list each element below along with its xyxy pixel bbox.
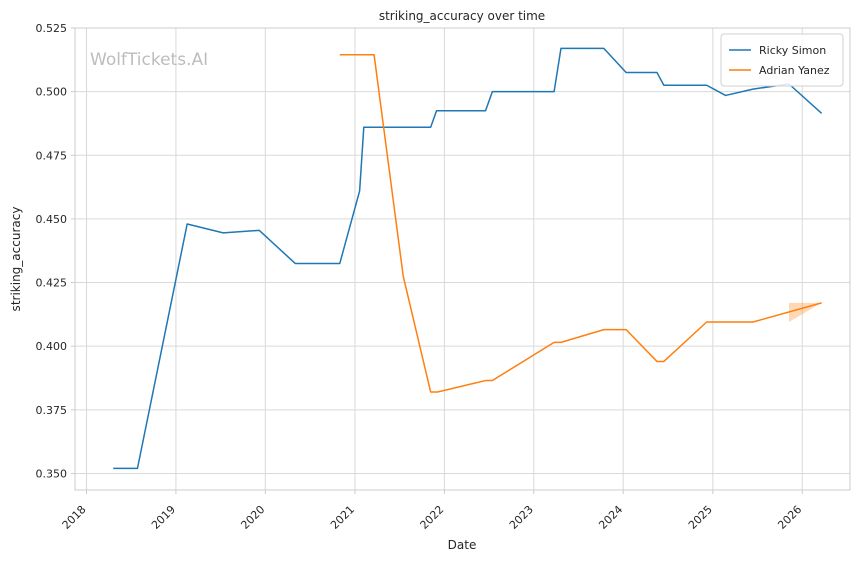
series-band: [789, 302, 822, 322]
y-tick-label: 0.525: [36, 22, 68, 35]
y-tick-label: 0.350: [36, 467, 68, 480]
y-axis-ticks: 0.350 0.375 0.400 0.425 0.450 0.475 0.500 0.525: [36, 22, 75, 480]
y-tick-label: 0.500: [36, 86, 68, 99]
series-line: [339, 53, 822, 393]
series-line: [113, 47, 823, 470]
y-tick-label: 0.475: [36, 149, 68, 162]
legend: Ricky Simon Adrian Yanez: [720, 33, 844, 87]
chart-title: striking_accuracy over time: [379, 9, 545, 23]
y-tick-label: 0.425: [36, 277, 68, 290]
plot-frame: [74, 27, 851, 491]
x-axis-label: Date: [448, 538, 477, 552]
y-axis-label: striking_accuracy: [9, 207, 23, 312]
bands-layer: [789, 302, 822, 322]
legend-box: [720, 33, 844, 87]
y-tick-label: 0.375: [36, 404, 68, 417]
y-tick-label: 0.400: [36, 340, 68, 353]
watermark: WolfTickets.AI: [90, 50, 208, 70]
series-layer: [113, 47, 823, 470]
y-tick-label: 0.450: [36, 213, 68, 226]
legend-label: Ricky Simon: [759, 44, 826, 57]
legend-label: Adrian Yanez: [759, 64, 830, 77]
